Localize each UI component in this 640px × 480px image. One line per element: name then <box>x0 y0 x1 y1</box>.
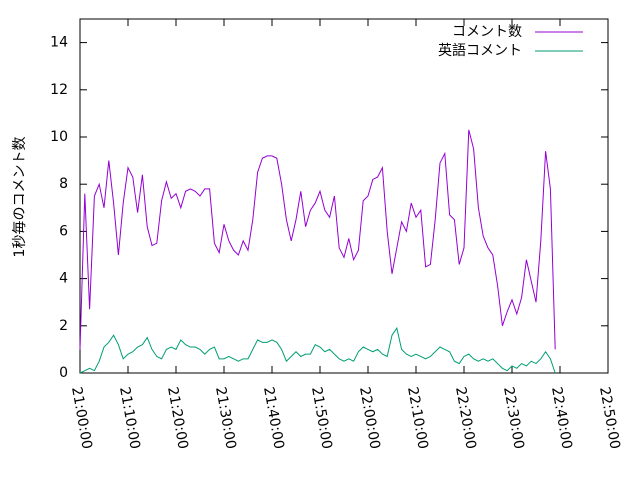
legend-label: コメント数 <box>452 24 522 40</box>
x-tick-label: 21:30:00 <box>212 386 239 451</box>
x-tick-label: 22:40:00 <box>548 386 575 451</box>
y-tick-label: 8 <box>59 176 68 192</box>
y-tick-label: 12 <box>50 82 68 98</box>
x-tick-label: 21:10:00 <box>116 386 143 451</box>
x-tick-label: 22:30:00 <box>500 386 527 451</box>
x-tick-label: 21:20:00 <box>164 386 191 451</box>
series-line <box>79 129 556 350</box>
y-tick-label: 0 <box>59 365 68 381</box>
series-line <box>79 326 556 374</box>
x-tick-label: 22:10:00 <box>404 386 431 451</box>
y-axis-label: 1秒毎のコメント数 <box>12 137 28 258</box>
y-tick-label: 2 <box>59 318 68 334</box>
x-tick-label: 22:20:00 <box>452 386 479 451</box>
y-tick-label: 4 <box>59 271 68 287</box>
x-tick-label: 21:50:00 <box>308 386 335 451</box>
y-tick-label: 10 <box>50 129 68 145</box>
x-tick-label: 22:00:00 <box>356 386 383 451</box>
y-tick-label: 14 <box>50 35 68 51</box>
plot-border <box>79 18 609 374</box>
x-tick-label: 21:00:00 <box>68 386 95 451</box>
y-tick-label: 6 <box>59 223 68 239</box>
legend-label: 英語コメント <box>438 42 522 59</box>
x-tick-label: 21:40:00 <box>260 386 287 451</box>
x-tick-label: 22:50:00 <box>596 386 623 451</box>
